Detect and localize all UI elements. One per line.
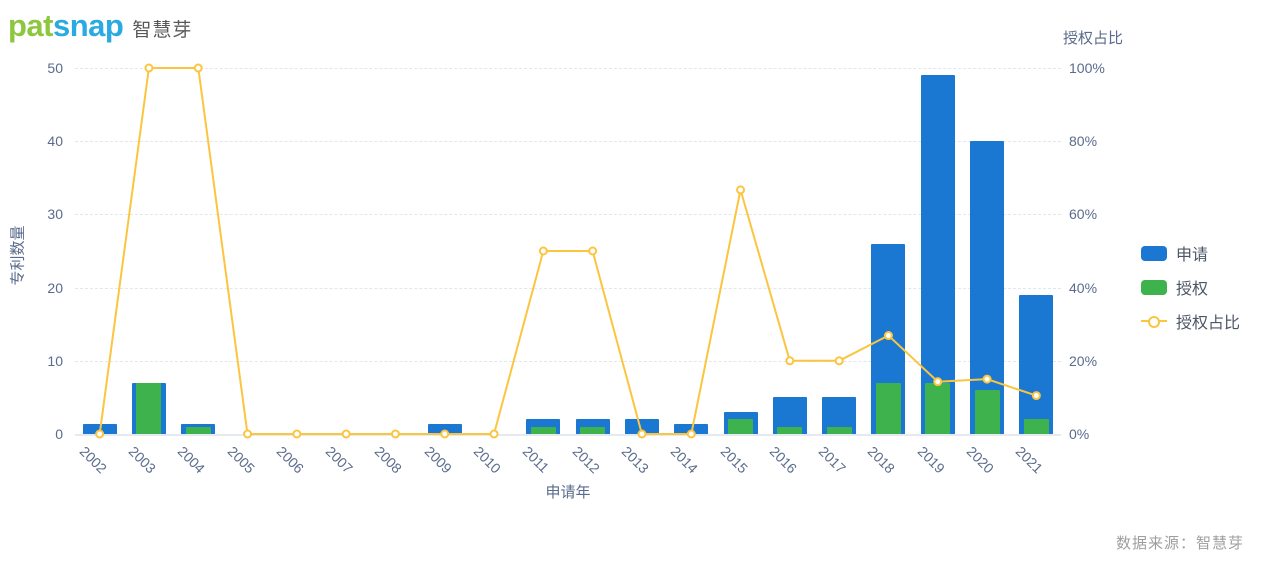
applications-swatch-icon xyxy=(1141,245,1167,261)
x-tick-2014: 2014 xyxy=(667,443,702,477)
logo-snap: snap xyxy=(53,8,124,43)
x-tick-2003: 2003 xyxy=(125,443,159,477)
left-axis-tick-20: 20 xyxy=(47,279,63,296)
grants-swatch-icon xyxy=(1141,279,1167,295)
right-axis-tick-0: 0% xyxy=(1069,426,1090,442)
grant-bar-2012[interactable] xyxy=(580,426,606,434)
grant-bar-2003[interactable] xyxy=(136,382,162,434)
logo-chinese-name: 智慧芽 xyxy=(132,19,193,41)
x-tick-2006: 2006 xyxy=(273,443,307,477)
gridline-0 xyxy=(75,434,1061,436)
application-bar-2009[interactable] xyxy=(427,424,462,434)
grant-bar-2011[interactable] xyxy=(530,426,556,434)
x-tick-2013: 2013 xyxy=(618,443,652,477)
left-axis-tick-50: 50 xyxy=(47,60,63,76)
right-axis-title: 授权占比 xyxy=(1063,30,1124,47)
x-tick-2011: 2011 xyxy=(520,443,553,476)
patsnap-logo: patsnap 智慧芽 xyxy=(8,8,192,44)
application-bar-2002[interactable] xyxy=(82,424,117,434)
right-axis-tick-80: 80% xyxy=(1069,133,1098,150)
application-bar-2014[interactable] xyxy=(674,424,709,434)
grant-bar-2015[interactable] xyxy=(728,419,754,434)
gridline-20 xyxy=(75,287,1061,289)
x-tick-2008: 2008 xyxy=(372,443,406,477)
right-axis-tick-100: 100% xyxy=(1069,60,1105,76)
x-tick-2017: 2017 xyxy=(815,443,850,477)
gridline-30 xyxy=(75,214,1061,216)
left-axis-tick-40: 40 xyxy=(47,133,63,150)
grant-ratio-marker-icon xyxy=(1148,316,1160,328)
x-tick-2016: 2016 xyxy=(766,443,800,477)
grant-ratio-line-icon xyxy=(1141,316,1167,328)
data-source-note: 数据来源：智慧芽 xyxy=(1115,535,1244,552)
x-tick-2019: 2019 xyxy=(914,443,948,477)
grant-bar-2021[interactable] xyxy=(1023,419,1049,434)
application-bar-2019[interactable] xyxy=(920,75,955,434)
application-bar-2021[interactable] xyxy=(1019,294,1054,434)
grant-bar-2019[interactable] xyxy=(925,382,951,434)
gridline-10 xyxy=(75,360,1061,362)
legend-label-applications: 申请 xyxy=(1176,247,1209,264)
legend-label-grants: 授权 xyxy=(1176,281,1209,298)
legend-label-grant-ratio: 授权占比 xyxy=(1176,315,1241,332)
x-tick-2007: 2007 xyxy=(322,443,357,477)
right-axis-tick-40: 40% xyxy=(1069,279,1098,296)
patsnap-wordmark: patsnap xyxy=(8,8,124,44)
x-tick-2009: 2009 xyxy=(421,443,455,477)
x-tick-2002: 2002 xyxy=(76,443,110,477)
x-tick-2020: 2020 xyxy=(963,443,998,477)
grant-bar-2017[interactable] xyxy=(826,426,852,434)
x-tick-2005: 2005 xyxy=(224,443,258,477)
x-tick-2018: 2018 xyxy=(865,443,899,477)
legend-item-grant-ratio[interactable]: 授权占比 xyxy=(1141,309,1240,333)
legend-item-applications[interactable]: 申请 xyxy=(1141,241,1240,265)
right-axis-tick-20: 20% xyxy=(1069,352,1098,369)
left-axis-tick-0: 0 xyxy=(55,426,63,442)
logo-pat: pat xyxy=(8,8,54,43)
legend-item-grants[interactable]: 授权 xyxy=(1141,275,1240,299)
gridline-40 xyxy=(75,141,1061,143)
grant-bar-2020[interactable] xyxy=(974,390,1000,434)
grant-bar-2016[interactable] xyxy=(777,426,803,434)
legend: 申请 授权 授权占比 xyxy=(1141,241,1240,333)
grant-bar-2004[interactable] xyxy=(185,426,211,434)
x-tick-2021: 2021 xyxy=(1013,443,1047,477)
x-tick-2015: 2015 xyxy=(717,443,751,477)
x-tick-2004: 2004 xyxy=(174,443,209,477)
left-axis-tick-10: 10 xyxy=(47,352,63,369)
x-axis-title: 申请年 xyxy=(545,484,591,501)
grant-bar-2018[interactable] xyxy=(875,382,901,434)
x-tick-2012: 2012 xyxy=(569,443,603,477)
gridline-50 xyxy=(75,68,1061,69)
application-bar-2013[interactable] xyxy=(624,419,659,434)
left-axis-tick-30: 30 xyxy=(47,206,63,223)
right-axis-tick-60: 60% xyxy=(1069,206,1098,223)
x-tick-2010: 2010 xyxy=(470,443,505,477)
